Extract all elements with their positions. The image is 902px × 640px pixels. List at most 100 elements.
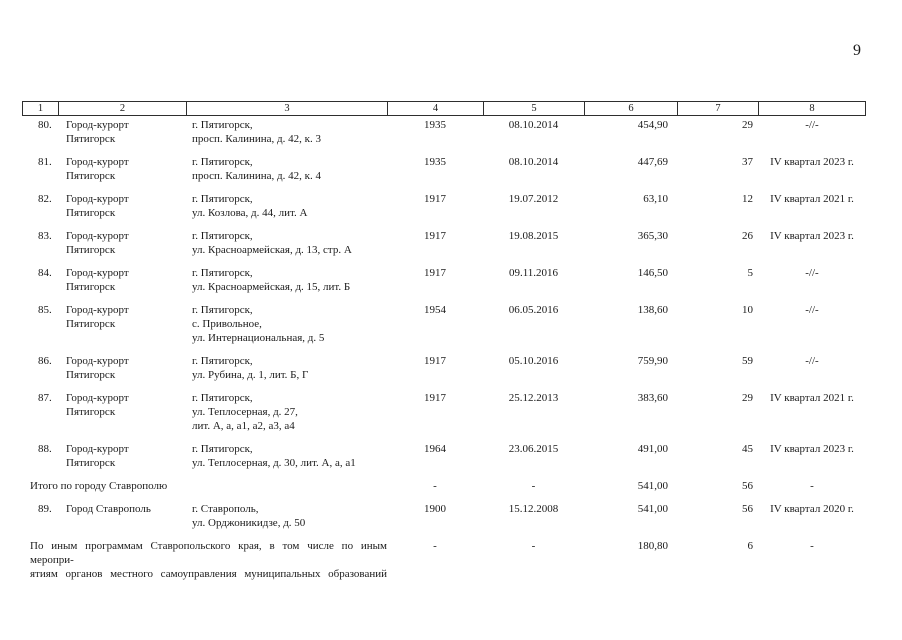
address-line: ул. Теплосерная, д. 30, лит. А, а, а1: [192, 457, 356, 469]
row-number: 84.: [38, 267, 52, 279]
year-built: 1900: [424, 503, 446, 515]
recognition-date: 08.10.2014: [508, 156, 559, 168]
address-line: ул. Красноармейская, д. 15, лит. Б: [192, 281, 351, 293]
municipality-line: Город Ставрополь: [66, 503, 151, 515]
municipality-line: Город-курорт: [66, 392, 129, 404]
address-line: г. Пятигорск,: [192, 355, 253, 367]
column-header: 4: [388, 102, 484, 115]
recognition-date: 15.12.2008: [508, 503, 559, 515]
residents-count: 12: [742, 193, 753, 205]
column-header: 6: [585, 102, 678, 115]
area-value: 63,10: [643, 193, 668, 205]
residents-count: 5: [747, 267, 754, 279]
recognition-date: 25.12.2013: [508, 392, 559, 404]
row-number: 87.: [38, 392, 52, 404]
recognition-date: -: [531, 480, 536, 492]
address-line: ул. Рубина, д. 1, лит. Б, Г: [192, 369, 309, 381]
address-line: ул. Теплосерная, д. 27,: [192, 406, 298, 418]
residents-count: 59: [742, 355, 753, 367]
address-line: ул. Орджоникидзе, д. 50: [192, 517, 306, 529]
area-value: 383,60: [637, 392, 668, 404]
address-line: ул. Красноармейская, д. 13, стр. А: [192, 244, 352, 256]
year-built: -: [433, 480, 437, 492]
residents-count: 26: [742, 230, 753, 242]
municipality: Город-курорт Пятигорск: [58, 442, 186, 470]
municipality-line: Город-курорт: [66, 193, 129, 205]
residents-count: 6: [747, 540, 754, 552]
year-built: -: [433, 540, 437, 552]
row-number: 82.: [38, 193, 52, 205]
municipality: Город-курорт Пятигорск: [58, 155, 186, 183]
column-header: 3: [187, 102, 388, 115]
table-row: 88. Город-курорт Пятигорск г. Пятигорск, ул.…: [22, 442, 866, 470]
municipality: Город-курорт Пятигорск: [58, 266, 186, 294]
area-value: 138,60: [637, 304, 668, 316]
municipality-line: Пятигорск: [66, 281, 116, 293]
address-line: ул. Козлова, д. 44, лит. А: [192, 207, 308, 219]
year-built: 1964: [424, 443, 446, 455]
municipality: Город Ставрополь: [58, 502, 186, 516]
recognition-date: 19.07.2012: [508, 193, 559, 205]
address: г. Пятигорск, ул. Теплосерная, д. 30, лит…: [186, 442, 387, 470]
municipality-line: Город-курорт: [66, 443, 129, 455]
year-built: 1917: [424, 355, 446, 367]
table-row: 85. Город-курорт Пятигорск г. Пятигорск, с. …: [22, 303, 866, 345]
year-built: 1935: [424, 156, 446, 168]
resettlement-term: IV квартал 2021 г.: [770, 193, 854, 205]
address-line: ул. Интернациональная, д. 5: [192, 332, 325, 344]
resettlement-term: IV квартал 2023 г.: [770, 443, 854, 455]
municipality: Город-курорт Пятигорск: [58, 354, 186, 382]
area-value: 759,90: [637, 355, 668, 367]
residents-count: 29: [742, 119, 753, 131]
year-built: 1917: [424, 392, 446, 404]
residents-count: 45: [742, 443, 753, 455]
address: г. Пятигорск, просп. Калинина, д. 42, к. …: [186, 118, 387, 146]
recognition-date: 08.10.2014: [508, 119, 559, 131]
row-number: 80.: [38, 119, 52, 131]
area-value: 180,80: [637, 540, 668, 552]
address: г. Пятигорск, ул. Теплосерная, д. 27, лит.…: [186, 391, 387, 433]
row-number: 83.: [38, 230, 52, 242]
address-line: г. Пятигорск,: [192, 119, 253, 131]
municipality-line: Город-курорт: [66, 156, 129, 168]
municipality-line: Пятигорск: [66, 369, 116, 381]
year-built: 1917: [424, 267, 446, 279]
municipality-line: Пятигорск: [66, 406, 116, 418]
address-line: г. Пятигорск,: [192, 304, 253, 316]
summary-label: По иным программам Ставропольского края,…: [22, 539, 387, 581]
resettlement-term: -: [810, 540, 814, 552]
year-built: 1917: [424, 193, 446, 205]
address: г. Пятигорск, ул. Козлова, д. 44, лит. А: [186, 192, 387, 220]
area-value: 146,50: [637, 267, 668, 279]
municipality-line: Пятигорск: [66, 244, 116, 256]
table-row: 84. Город-курорт Пятигорск г. Пятигорск, ул.…: [22, 266, 866, 294]
recognition-date: -: [531, 540, 536, 552]
resettlement-term: -: [810, 480, 814, 492]
resettlement-term: IV квартал 2020 г.: [770, 503, 854, 515]
area-value: 491,00: [637, 443, 668, 455]
address-line: г. Пятигорск,: [192, 193, 253, 205]
municipality-line: Город-курорт: [66, 355, 129, 367]
area-value: 365,30: [637, 230, 668, 242]
table-row: 87. Город-курорт Пятигорск г. Пятигорск, ул.…: [22, 391, 866, 433]
municipality: Город-курорт Пятигорск: [58, 118, 186, 146]
address-line: г. Пятигорск,: [192, 230, 253, 242]
table-row: 81. Город-курорт Пятигорск г. Пятигорск, про…: [22, 155, 866, 183]
row-number: 85.: [38, 304, 52, 316]
municipality: Город-курорт Пятигорск: [58, 229, 186, 257]
column-header: 8: [809, 103, 815, 114]
column-header: 1: [23, 102, 59, 115]
residents-count: 29: [742, 392, 753, 404]
resettlement-term: IV квартал 2023 г.: [770, 156, 854, 168]
resettlement-term: -//-: [805, 304, 819, 316]
resettlement-term: -//-: [805, 119, 819, 131]
table-body: 80. Город-курорт Пятигорск г. Пятигорск, про…: [22, 118, 866, 590]
residents-count: 10: [742, 304, 753, 316]
summary-label: Итого по городу Ставрополю: [22, 479, 387, 493]
address-line: г. Пятигорск,: [192, 267, 253, 279]
resettlement-term: -//-: [805, 267, 819, 279]
municipality: Город-курорт Пятигорск: [58, 391, 186, 419]
address-line: г. Пятигорск,: [192, 443, 253, 455]
